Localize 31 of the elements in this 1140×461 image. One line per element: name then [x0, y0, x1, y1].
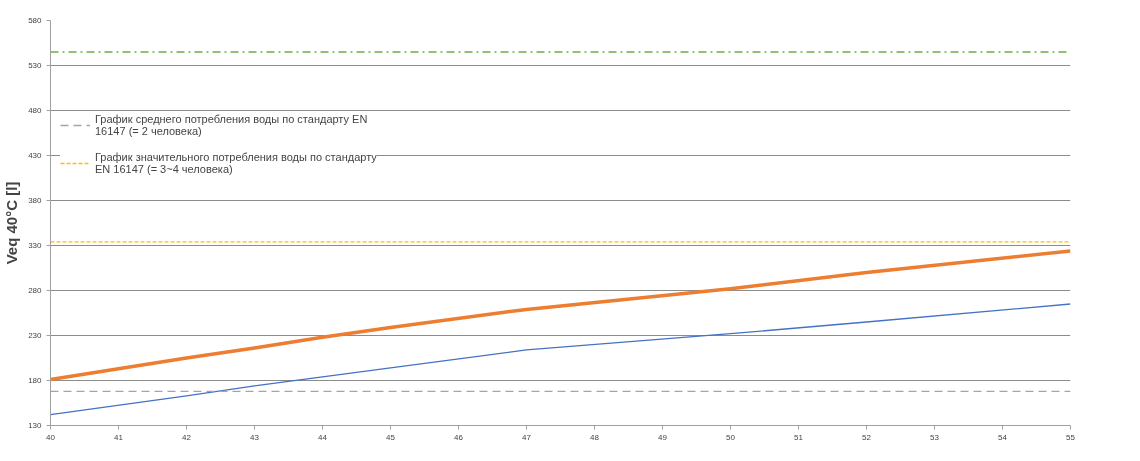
y-tick-label: 230 — [28, 331, 43, 340]
x-tick-label: 41 — [114, 432, 124, 442]
y-tick-label: 280 — [28, 286, 43, 295]
x-tick-label: 44 — [318, 432, 328, 442]
x-tick-label: 53 — [930, 432, 940, 442]
x-tick-label: 49 — [658, 432, 668, 442]
line-series — [50, 249, 1071, 382]
x-tick-label: 46 — [454, 432, 464, 442]
x-tick-label: 51 — [794, 432, 804, 442]
y-tick-label: 480 — [28, 106, 43, 115]
x-tick-label: 40 — [46, 432, 56, 442]
x-tick-label: 42 — [182, 432, 192, 442]
x-tick-label: 45 — [386, 432, 396, 442]
y-tick-label: 430 — [28, 151, 43, 160]
y-tick-label: 530 — [28, 61, 43, 70]
x-tick-label: 47 — [522, 432, 532, 442]
y-tick-label: 180 — [28, 376, 43, 385]
legend-label: График среднего потребления воды по стандарту EN 16147 (= 2 человека) — [95, 113, 368, 137]
y-tick-label: 130 — [28, 421, 43, 430]
y-axis-title: Veq 40°C [l] — [3, 181, 21, 265]
x-tick-label: 54 — [998, 432, 1008, 442]
x-tick-label: 43 — [250, 432, 260, 442]
x-tick-label: 55 — [1066, 432, 1076, 442]
legend-label: График значительного потребления воды по стандарту EN 16147 (= 3~4 человека) — [95, 151, 377, 175]
x-tick-label: 48 — [590, 432, 600, 442]
y-tick-label: 330 — [28, 241, 43, 250]
x-tick-label: 52 — [862, 432, 872, 442]
x-tick-label: 50 — [726, 432, 736, 442]
y-tick-label: 380 — [28, 196, 43, 205]
line-series — [50, 303, 1071, 416]
y-tick-label: 580 — [28, 16, 43, 25]
